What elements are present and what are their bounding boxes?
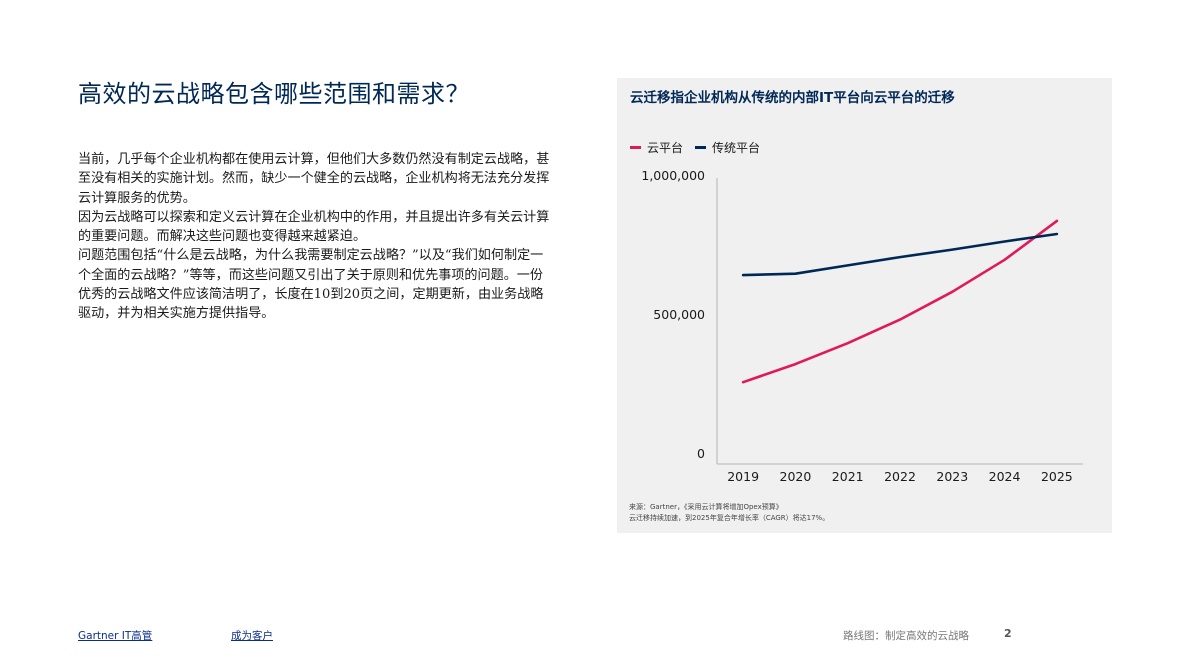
gartner-executives-link[interactable]: Gartner IT高管 — [78, 630, 153, 642]
series-line — [741, 219, 1059, 384]
body-text: 当前，几乎每个企业机构都在使用云计算，但他们大多数仍然没有制定云战略，甚至没有相… — [78, 150, 556, 324]
page-title: 高效的云战略包含哪些范围和需求？ — [78, 80, 470, 108]
paragraph: 问题范围包括“什么是云战略，为什么我需要制定云战略？”以及“我们如何制定一个全面… — [78, 248, 544, 322]
y-tick-label: 0 — [697, 446, 705, 461]
page-number: 2 — [1004, 627, 1012, 640]
chart-legend: 云平台 传统平台 — [630, 139, 760, 156]
paragraph: 当前，几乎每个企业机构都在使用云计算，但他们大多数仍然没有制定云战略，甚至没有相… — [78, 152, 550, 206]
legend-swatch-cloud — [630, 146, 641, 149]
chart-source: 来源：Gartner，《采用云计算将增加Opex预算》 云迁移持续加速，到202… — [629, 502, 829, 524]
x-tick-label: 2024 — [989, 469, 1021, 484]
x-tick-label: 2021 — [832, 469, 864, 484]
become-client-link[interactable]: 成为客户 — [231, 630, 273, 642]
x-tick-label: 2023 — [936, 469, 968, 484]
series-line — [741, 232, 1059, 277]
legend-label-cloud: 云平台 — [647, 141, 684, 155]
paragraph: 因为云战略可以探索和定义云计算在企业机构中的作用，并且提出许多有关云计算的重要问… — [78, 209, 550, 245]
y-tick-label: 1,000,000 — [641, 168, 705, 183]
legend-swatch-traditional — [695, 146, 707, 149]
chart-title: 云迁移指企业机构从传统的内部IT平台向云平台的迁移 — [630, 90, 955, 106]
legend-label-traditional: 传统平台 — [712, 141, 761, 155]
x-tick-label: 2025 — [1041, 469, 1073, 484]
source-line: 来源：Gartner，《采用云计算将增加Opex预算》 — [629, 503, 783, 511]
chart-panel: 云迁移指企业机构从传统的内部IT平台向云平台的迁移 云平台 传统平台 0 500,… — [617, 78, 1112, 533]
y-tick-label: 500,000 — [653, 307, 705, 322]
x-tick-label: 2020 — [780, 469, 812, 484]
x-tick-label: 2019 — [727, 469, 759, 484]
line-chart: 0 500,000 1,000,000 2019 2020 2021 2022 2023 202… — [641, 168, 1083, 484]
x-tick-label: 2022 — [884, 469, 916, 484]
legend-item-traditional: 传统平台 — [695, 139, 760, 156]
source-note: 云迁移持续加速，到2025年复合年增长率（CAGR）将达17%。 — [629, 514, 830, 522]
legend-item-cloud: 云平台 — [630, 139, 683, 156]
footer-doc-title: 路线图：制定高效的云战略 — [843, 630, 969, 642]
